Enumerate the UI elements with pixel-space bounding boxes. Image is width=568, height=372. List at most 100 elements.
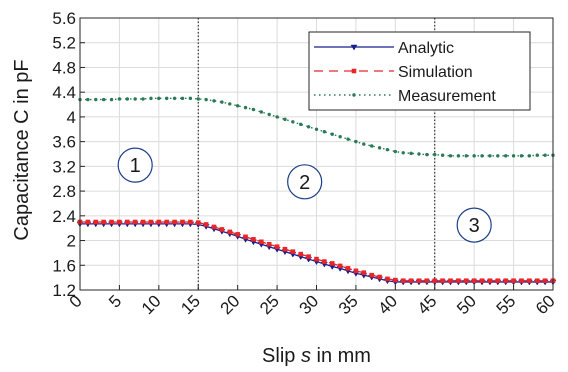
data-point [504,154,508,158]
data-point [542,278,548,284]
region-marker-circle [287,164,323,200]
data-point [511,154,516,158]
data-point [306,125,311,129]
data-point [109,219,114,225]
data-point [401,151,405,155]
data-point [282,246,288,252]
data-point [496,154,500,158]
x-tick-label: 60 [532,291,559,318]
data-point [211,224,217,230]
data-point [425,152,429,157]
data-point [283,117,287,122]
y-tick-label: 3.2 [52,157,76,176]
data-point [188,96,193,101]
data-point [440,278,445,284]
data-point [464,154,468,158]
data-point [291,120,295,124]
data-point [479,278,485,284]
data-point [165,96,169,101]
data-point [243,105,248,110]
data-point [519,154,524,158]
data-point [495,278,501,284]
data-point [212,99,216,103]
data-point [337,263,343,269]
y-tick-label: 2.4 [52,207,76,226]
data-point [472,154,476,158]
data-point [440,153,445,157]
x-tick-label: 30 [296,291,323,318]
x-tick-label: 20 [217,291,244,318]
data-point [196,97,200,101]
data-point [417,152,421,156]
data-point [487,278,493,284]
data-point [463,278,469,284]
data-point [290,249,296,254]
data-point [251,107,256,112]
data-point [377,274,382,280]
y-tick-label: 2.8 [52,182,76,201]
y-tick-label: 1.6 [52,256,76,275]
data-point [369,272,374,278]
data-point [259,239,264,245]
y-tick-label: 4.8 [52,58,76,77]
data-point [543,153,547,157]
data-point [456,278,461,284]
data-point [400,278,406,284]
data-point [101,219,106,225]
data-point [220,100,224,104]
data-point [329,261,335,266]
data-point [362,142,366,146]
data-point [140,219,146,225]
legend-label: Measurement [398,88,496,105]
data-point [298,251,304,257]
x-axis-title-variable: s [301,345,311,367]
y-tick-label: 1.2 [52,281,76,300]
data-point [172,96,177,101]
data-point [117,219,122,225]
series-layer [76,96,557,286]
data-point [519,278,524,284]
legend: Analytic Simulation Measurement [308,31,531,111]
region-marker-circle [117,147,153,183]
data-point [424,278,430,284]
data-point [433,152,437,157]
y-tick-label: 4 [67,108,76,127]
data-point [195,220,201,225]
data-point [149,96,153,101]
data-point [314,127,319,131]
data-point [133,97,137,101]
x-tick-labels: 0 5 10 15 20 25 30 35 40 45 50 55 60 [66,291,559,318]
data-point [377,146,382,150]
y-tick-label: 3.6 [52,133,76,152]
data-point [385,276,390,282]
data-point [228,102,232,106]
region-markers: 1 2 3 [117,147,492,243]
data-point [204,97,208,102]
data-point [157,96,161,101]
data-point [534,278,540,284]
x-tick-label: 40 [374,291,401,318]
data-point [393,277,398,283]
data-point [353,268,359,274]
x-axis-title: Slip s in mm [262,345,371,367]
data-point [109,97,114,102]
x-axis-title-prefix: Slip [262,345,301,367]
x-tick-label: 25 [256,291,283,318]
data-point [409,151,413,156]
data-point [535,153,539,157]
data-point [330,132,334,136]
y-tick-label: 2 [67,232,76,251]
legend-item: Measurement [314,88,496,105]
legend-label: Analytic [398,40,454,57]
data-point [94,97,98,102]
data-point [432,278,438,284]
legend-marker [351,68,357,74]
series-simulation [77,219,556,284]
y-tick-label: 4.4 [52,83,76,102]
data-point [306,254,311,259]
data-point [275,115,279,119]
legend-marker [352,93,356,97]
region-marker-label: 3 [469,215,480,237]
data-point [299,122,303,127]
data-point [448,154,453,158]
